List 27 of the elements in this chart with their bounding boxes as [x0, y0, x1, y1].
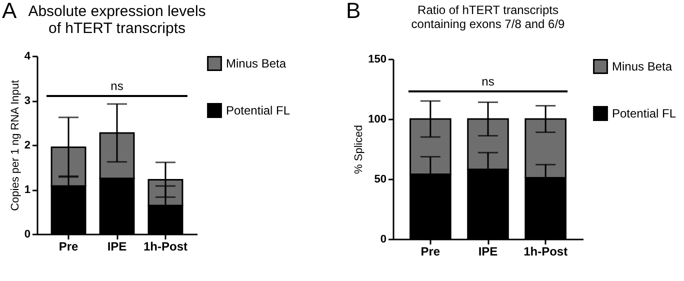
legend-label: Potential FL: [226, 104, 290, 118]
y-tick-label: 150: [368, 54, 386, 66]
y-tick-label: 0: [24, 228, 30, 240]
legend-label: Minus Beta: [612, 60, 672, 74]
y-tick-label: 100: [368, 114, 386, 126]
chart-title: Ratio of hTERT transcripts containing exons 7/8 and 6/9: [411, 3, 566, 31]
x-tick-label: Pre: [420, 244, 440, 258]
y-tick-label: 0: [380, 234, 386, 246]
text: A: [2, 0, 17, 24]
x-tick-label: IPE: [107, 240, 127, 254]
x-tick-label: IPE: [478, 244, 498, 258]
y-tick-label: 3: [24, 95, 30, 107]
ref-line-label: ns: [110, 79, 124, 94]
legend-label: Potential FL: [612, 106, 676, 120]
chart-title: Absolute expression levels of hTERT transcripts: [28, 3, 206, 37]
text: B: [346, 0, 361, 24]
y-tick-label: 4: [24, 50, 32, 62]
x-tick-label: 1h-Post: [524, 244, 568, 258]
x-tick-label: 1h-Post: [143, 240, 188, 254]
x-tick-label: Pre: [58, 240, 79, 254]
y-tick-label: 50: [374, 174, 386, 186]
y-axis-title: Copies per 1 ng RNA Input: [9, 80, 22, 211]
ref-line-label: ns: [482, 74, 494, 88]
y-axis-title: % Spliced: [353, 125, 366, 174]
y-tick-label: 2: [24, 140, 30, 152]
y-tick-label: 1: [24, 184, 30, 196]
legend-label: Minus Beta: [226, 56, 286, 70]
